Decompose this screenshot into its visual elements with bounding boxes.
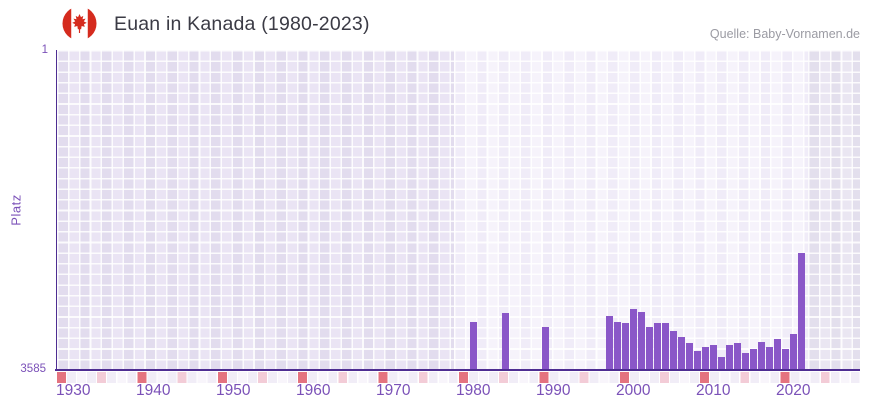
- bar-2013: [733, 342, 741, 370]
- x-axis-tick-1940: 1940: [136, 382, 171, 399]
- y-axis-line: [55, 50, 58, 371]
- bar-2012: [725, 345, 733, 370]
- bar-2020: [789, 333, 797, 370]
- x-axis-line: [55, 369, 860, 372]
- timeline-strip: [57, 372, 860, 383]
- bar-1999: [621, 323, 629, 370]
- plot-background-right: [808, 50, 860, 370]
- canada-flag-icon: [62, 6, 97, 41]
- bar-2001: [637, 311, 645, 370]
- bar-1997: [605, 315, 613, 370]
- x-axis-tick-2020: 2020: [776, 382, 811, 399]
- bar-2008: [693, 350, 701, 370]
- y-axis-title: Platz: [8, 194, 24, 226]
- bar-2015: [749, 349, 757, 370]
- bar-2010: [709, 345, 717, 370]
- bar-2018: [773, 339, 781, 370]
- bar-2002: [645, 327, 653, 370]
- x-axis-tick-2000: 2000: [616, 382, 651, 399]
- bar-2003: [653, 323, 661, 370]
- bar-1984: [501, 312, 509, 370]
- x-axis-tick-1980: 1980: [456, 382, 491, 399]
- y-axis-min-label: 3585: [20, 363, 46, 375]
- bar-1980: [469, 322, 477, 370]
- x-axis-tick-1930: 1930: [56, 382, 91, 399]
- bar-2011: [717, 357, 725, 370]
- x-axis-tick-1970: 1970: [376, 382, 411, 399]
- y-axis-max-label: 1: [41, 44, 48, 56]
- bar-2009: [701, 346, 709, 370]
- bar-1989: [541, 326, 549, 370]
- chart-title: Euan in Kanada (1980-2023): [114, 13, 370, 35]
- x-axis-tick-2010: 2010: [696, 382, 731, 399]
- x-axis-tick-1990: 1990: [536, 382, 571, 399]
- x-axis-tick-1960: 1960: [296, 382, 331, 399]
- x-axis-tick-1950: 1950: [216, 382, 251, 399]
- bar-2004: [661, 322, 669, 370]
- bar-2014: [741, 353, 749, 370]
- bar-2006: [677, 336, 685, 370]
- plot-area: [57, 50, 860, 370]
- bar-2000: [629, 308, 637, 370]
- bar-2005: [669, 331, 677, 370]
- bar-2016: [757, 341, 765, 370]
- bar-2019: [781, 349, 789, 370]
- bar-2007: [685, 342, 693, 370]
- bar-1998: [613, 321, 621, 370]
- bar-2017: [765, 346, 773, 370]
- plot-background-left: [57, 50, 454, 370]
- bar-2021: [797, 253, 805, 370]
- source-label: Quelle: Baby-Vornamen.de: [709, 27, 860, 41]
